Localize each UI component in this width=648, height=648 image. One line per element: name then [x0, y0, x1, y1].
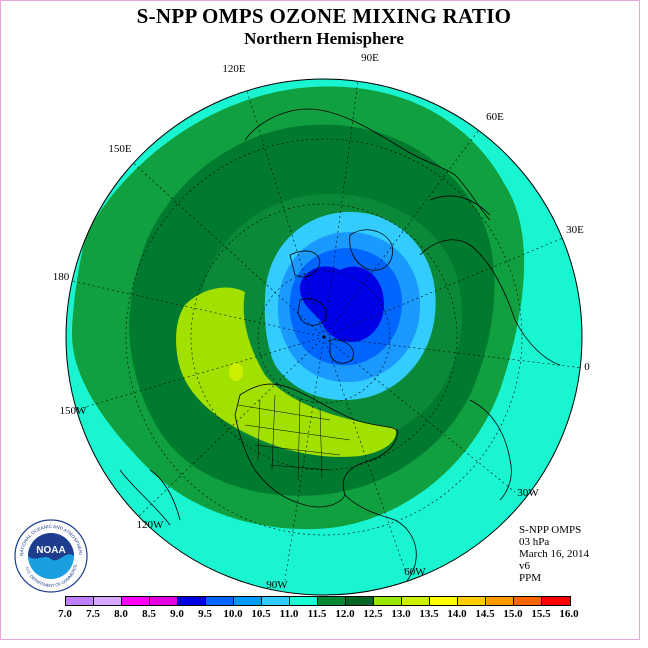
- latitude-circle-70: [257, 270, 391, 404]
- colorbar-tick-label: 10.0: [223, 608, 243, 620]
- lon-label-90w: 90W: [266, 579, 288, 591]
- meridian-0: [323, 336, 582, 369]
- colorbar-tick-label: 14.5: [475, 608, 495, 620]
- colorbar-tick-label: 11.0: [279, 608, 299, 620]
- meridian-120w: [134, 336, 325, 521]
- colorbar-swatch: [290, 597, 318, 605]
- lon-label-0: 0: [584, 361, 590, 373]
- colorbar-tick-label: 16.0: [559, 608, 579, 620]
- logo-text: NOAA: [36, 545, 65, 556]
- info-block: S-NPP OMPS 03 hPa March 16, 2014 v6 PPM: [519, 524, 589, 584]
- colorbar-tick-label: 8.5: [142, 608, 156, 620]
- meridian-150w: [74, 336, 325, 411]
- colorbar-swatch: [458, 597, 486, 605]
- lon-label-180: 180: [53, 271, 70, 283]
- contour-9-0: [299, 266, 384, 342]
- map-border: [65, 78, 583, 596]
- colorbar-swatch: [346, 597, 374, 605]
- info-date: March 16, 2014: [519, 548, 589, 560]
- latitude-circle-50: [190, 203, 458, 471]
- colorbar-swatch: [178, 597, 206, 605]
- lon-label-150e: 150E: [108, 143, 132, 155]
- colorbar-tick-label: 11.5: [307, 608, 327, 620]
- info-version: v6: [519, 560, 530, 572]
- north-america-coast: [234, 383, 399, 508]
- noaa-logo: NOAA NATIONAL OCEANIC AND ATMOSPHERIC AD…: [14, 519, 88, 593]
- meridian-180: [66, 279, 325, 338]
- meridian-60w: [323, 336, 406, 571]
- chart-subtitle: Northern Hemisphere: [244, 29, 404, 48]
- meridian-150e: [129, 159, 325, 338]
- meridian-90e: [323, 79, 361, 338]
- colorbar-swatch: [66, 597, 94, 605]
- extra-coastlines: [119, 195, 491, 526]
- meridian-30w: [323, 336, 516, 493]
- greenland-coast: [349, 229, 393, 271]
- info-units: PPM: [519, 572, 542, 584]
- logo-bird-shape: [28, 533, 74, 561]
- colorbar-swatch: [234, 597, 262, 605]
- colorbar-tick-label: 8.0: [114, 608, 128, 620]
- latitude-circle-30: [125, 138, 523, 536]
- colorbar-swatch: [150, 597, 178, 605]
- info-pressure-level: 03 hPa: [519, 536, 550, 548]
- lon-label-30e: 30E: [566, 224, 584, 236]
- colorbar-swatch: [122, 597, 150, 605]
- graticule: [66, 79, 582, 581]
- meridian-120e: [244, 84, 325, 338]
- lon-label-60e: 60E: [486, 111, 504, 123]
- europe-africa-coast: [419, 239, 561, 501]
- colorbar-swatch: [402, 597, 430, 605]
- colorbar-tick-label: 14.0: [447, 608, 467, 620]
- lon-label-30w: 30W: [517, 487, 539, 499]
- colorbar-tick-label: 13.5: [419, 608, 439, 620]
- colorbar-tick-label: 12.0: [335, 608, 355, 620]
- meridian-60e: [323, 114, 491, 338]
- colorbar-tick-label: 13.0: [391, 608, 411, 620]
- info-instrument: S-NPP OMPS: [519, 524, 582, 536]
- colorbar-swatch: [486, 597, 514, 605]
- colorbar-tick-label: 12.5: [363, 608, 383, 620]
- colorbar-tick-label: 15.5: [531, 608, 551, 620]
- lon-label-60w: 60W: [404, 566, 426, 578]
- colorbar-tick-label: 9.0: [170, 608, 184, 620]
- colorbar-labels: 7.0 7.5 8.0 8.5 9.0 9.5 10.0 10.5 11.0 11.5 12.0 12…: [0, 608, 648, 624]
- lon-label-90e: 90E: [361, 52, 379, 64]
- colorbar-tick-label: 15.0: [503, 608, 523, 620]
- coastlines: [119, 108, 561, 595]
- colorbar-swatch: [514, 597, 542, 605]
- meridian-90w: [284, 336, 325, 581]
- colorbar-tick-label: 7.0: [58, 608, 72, 620]
- colorbar-tick-label: 10.5: [251, 608, 271, 620]
- lon-label-120w: 120W: [137, 519, 165, 531]
- pacific-islands: [149, 469, 181, 521]
- asia-coast: [244, 108, 491, 221]
- figure-frame: [0, 0, 640, 640]
- colorbar-tick-label: 9.5: [198, 608, 212, 620]
- lon-label-120e: 120E: [222, 63, 246, 75]
- colorbar-swatch: [206, 597, 234, 605]
- colorbar: [65, 596, 571, 606]
- colorbar-swatch: [94, 597, 122, 605]
- colorbar-swatch: [262, 597, 290, 605]
- chart-title: S-NPP OMPS OZONE MIXING RATIO: [136, 4, 512, 28]
- meridian-30e: [323, 232, 576, 338]
- colorbar-tick-label: 7.5: [86, 608, 100, 620]
- colorbar-swatch: [542, 597, 570, 605]
- lon-label-150w: 150W: [60, 405, 88, 417]
- longitude-labels: 90E 60E 30E 0 30W 60W 90W 120W 150W 180 …: [53, 52, 591, 591]
- colorbar-swatch: [374, 597, 402, 605]
- colorbar-swatch: [430, 597, 458, 605]
- contour-13-0: [229, 363, 243, 381]
- colorbar-swatch: [318, 597, 346, 605]
- us-state-borders: [237, 394, 351, 481]
- contour-12-5: [176, 287, 396, 457]
